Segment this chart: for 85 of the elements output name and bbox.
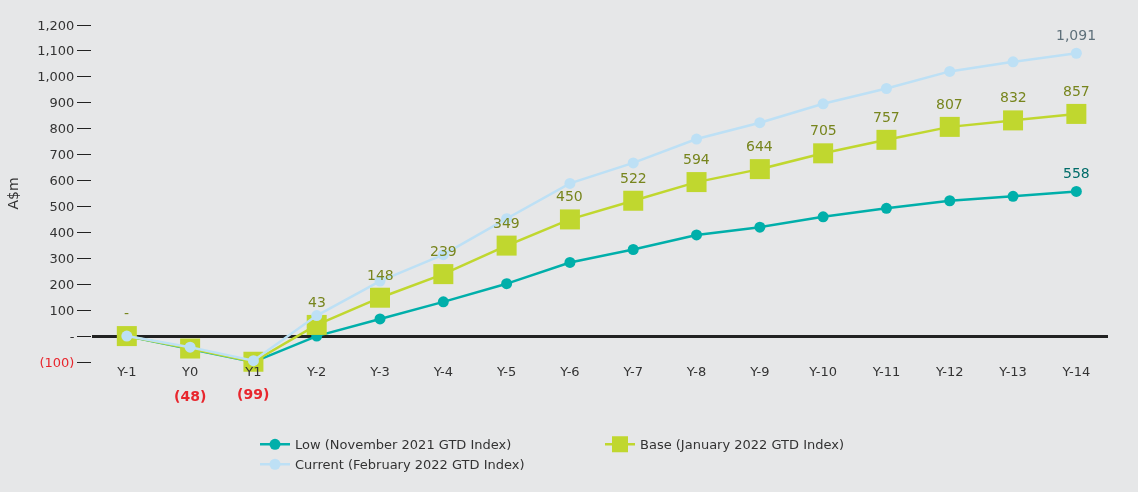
y-tick-label: 700 — [49, 147, 75, 163]
point — [939, 116, 960, 137]
point — [627, 243, 639, 255]
data-label: (48) — [174, 388, 207, 404]
y-tick-label: 1,000 — [37, 69, 75, 85]
point — [749, 159, 770, 180]
point — [817, 98, 829, 110]
point — [944, 195, 956, 207]
point — [817, 211, 829, 223]
y-tick-label: - — [69, 328, 75, 344]
legend-label: Low (November 2021 GTD Index) — [295, 437, 512, 453]
y-tick-label: 500 — [49, 199, 75, 215]
x-tick-label: Y-4 — [432, 364, 454, 379]
point — [754, 117, 766, 129]
point — [496, 235, 517, 256]
x-tick-label: Y-5 — [495, 364, 517, 379]
data-label: (99) — [237, 386, 270, 402]
point — [1070, 185, 1082, 197]
point — [370, 287, 391, 308]
data-label: 522 — [620, 170, 647, 186]
y-tick-label: 800 — [49, 121, 75, 137]
point — [564, 256, 576, 268]
x-tick-label: Y-7 — [622, 364, 643, 379]
point — [876, 129, 897, 150]
data-label: 857 — [1063, 83, 1090, 99]
x-tick-label: Y-3 — [369, 364, 390, 379]
x-tick-label: Y-12 — [934, 364, 964, 379]
data-label: 450 — [556, 188, 583, 204]
point — [1007, 190, 1019, 202]
y-tick-label: 400 — [49, 224, 75, 240]
point — [627, 157, 639, 169]
y-tick-label: 1,200 — [37, 17, 75, 33]
y-tick-label: 600 — [49, 173, 75, 189]
point — [880, 83, 892, 95]
data-label: 43 — [308, 294, 326, 310]
point — [311, 310, 323, 322]
point — [559, 209, 580, 230]
y-tick-label: 900 — [49, 95, 75, 111]
x-tick-label: Y-13 — [998, 364, 1027, 379]
data-label: 594 — [683, 151, 710, 167]
y-tick-label: 100 — [49, 302, 75, 318]
point — [433, 264, 454, 285]
point — [623, 190, 644, 211]
data-label: - — [124, 305, 130, 321]
point — [374, 313, 386, 325]
data-label: 705 — [810, 122, 837, 138]
point — [691, 133, 703, 145]
data-label: 644 — [746, 138, 773, 154]
x-tick-label: Y-9 — [749, 364, 770, 379]
point — [754, 221, 766, 233]
legend-label: Base (January 2022 GTD Index) — [640, 437, 845, 453]
x-tick-label: Y-1 — [116, 364, 137, 379]
x-tick-label: Y-10 — [808, 364, 837, 379]
x-tick-label: Y-11 — [871, 364, 901, 379]
point — [1066, 103, 1087, 124]
data-label: 1,091 — [1056, 27, 1097, 43]
x-tick-label: Y-14 — [1061, 364, 1091, 379]
legend-label: Current (February 2022 GTD Index) — [295, 457, 525, 473]
data-label: 832 — [1000, 89, 1027, 105]
point — [501, 278, 513, 290]
data-label: 558 — [1063, 165, 1090, 181]
y-axis-title: A$m — [4, 177, 21, 210]
data-label: 807 — [936, 96, 963, 112]
point — [880, 202, 892, 214]
data-label: 148 — [367, 267, 394, 283]
point — [437, 296, 449, 308]
point — [564, 177, 576, 189]
x-tick-label: Y-8 — [685, 364, 707, 379]
point — [813, 143, 834, 164]
x-tick-label: Y-6 — [559, 364, 580, 379]
y-tick-label: 200 — [49, 276, 75, 292]
point — [944, 65, 956, 77]
data-label: 757 — [873, 109, 900, 125]
point — [686, 172, 707, 193]
point — [1003, 110, 1024, 131]
data-label: 239 — [430, 243, 457, 259]
y-tick-label: (100) — [39, 354, 75, 370]
point — [691, 229, 703, 241]
point — [1007, 56, 1019, 68]
point — [1070, 47, 1082, 59]
y-tick-label: 1,100 — [37, 43, 75, 59]
data-label: 349 — [493, 215, 520, 231]
y-tick-label: 300 — [49, 250, 75, 266]
x-tick-label: Y0 — [181, 364, 199, 379]
x-tick-label: Y-2 — [306, 364, 327, 379]
